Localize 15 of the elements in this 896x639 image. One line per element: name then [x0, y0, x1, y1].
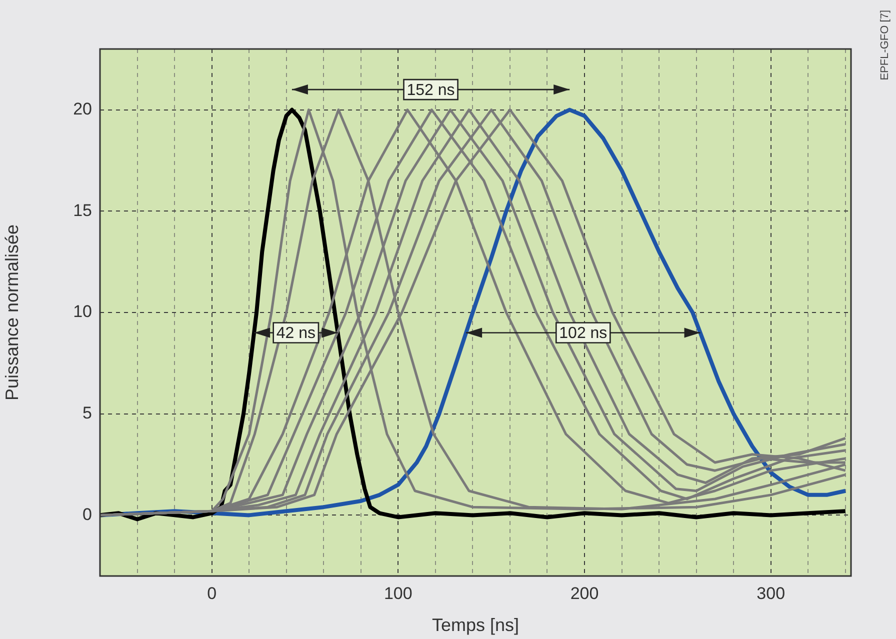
y-tick-label: 20 — [73, 99, 92, 118]
x-axis-title: Temps [ns] — [432, 615, 520, 636]
y-tick-label: 15 — [73, 200, 92, 220]
annotation: 102 ns — [559, 325, 608, 342]
text: EPFL-GFO [7] — [879, 10, 891, 80]
y-axis-title: Puissance normalisée — [2, 224, 22, 401]
y-tick-label: 10 — [73, 302, 92, 322]
x-tick-label: 300 — [756, 584, 786, 603]
x-tick-label: 0 — [207, 584, 217, 603]
annotation: 42 ns — [276, 325, 316, 342]
y-tick-label: 0 — [82, 504, 92, 524]
x-tick-label: 100 — [384, 584, 412, 603]
y-tick-label: 5 — [82, 404, 92, 423]
annotation: 152 ns — [406, 82, 455, 99]
x-tick-label: 200 — [570, 584, 599, 603]
